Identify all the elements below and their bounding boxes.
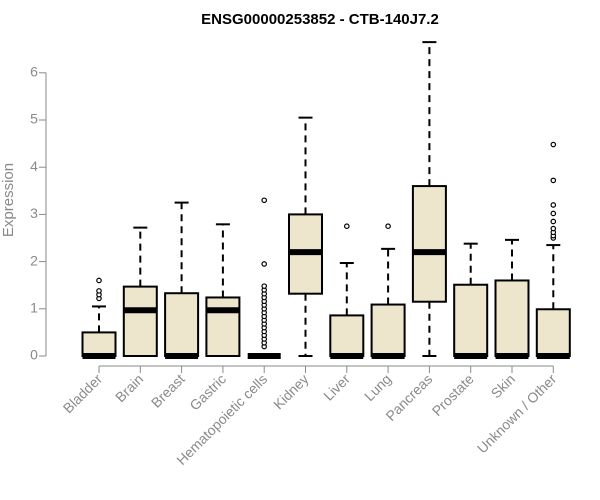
x-tick-label: Kidney (270, 371, 312, 413)
outlier-point (385, 223, 391, 230)
box-iqr (329, 314, 365, 357)
outlier-point (343, 223, 350, 230)
box-pancreas (411, 41, 447, 357)
outlier-point (550, 141, 557, 148)
x-tick-label: Prostate (429, 371, 477, 419)
x-tick-label: Liver (320, 371, 353, 404)
box-iqr (81, 331, 117, 357)
x-tick-label: Breast (148, 371, 188, 411)
box-lung (370, 223, 406, 359)
y-tick-label: 1 (30, 300, 38, 316)
chart-title: ENSG00000253852 - CTB-140J7.2 (201, 11, 439, 28)
box-skin (494, 238, 530, 359)
box-prostate (453, 242, 489, 359)
outlier-point (96, 288, 102, 294)
y-tick-label: 5 (30, 111, 38, 127)
y-tick-label: 2 (30, 252, 38, 268)
box-gastric (205, 223, 241, 357)
y-axis-label: Expression (0, 163, 17, 237)
boxes-layer (81, 41, 571, 359)
box-iqr (535, 308, 571, 358)
x-tick-label: Lung (361, 371, 394, 404)
box-iqr (411, 185, 447, 303)
box-liver (329, 223, 365, 359)
outlier-point (550, 210, 557, 217)
box-iqr (122, 285, 158, 357)
y-tick-label: 4 (30, 158, 38, 174)
y-tick-label: 3 (30, 205, 38, 221)
box-unknown-other (535, 141, 571, 359)
box-brain (122, 226, 158, 357)
box-hematopoietic-cells (247, 197, 281, 359)
outlier-point (261, 261, 268, 267)
outlier-point (550, 218, 557, 225)
y-tick-label: 0 (30, 347, 38, 363)
outlier-point (261, 197, 268, 204)
box-kidney (288, 116, 323, 357)
x-tick-label: Bladder (60, 371, 106, 417)
box-iqr (164, 292, 200, 357)
box-iqr (370, 303, 406, 357)
outlier-point (96, 277, 102, 284)
outlier-point (550, 177, 557, 184)
outlier-point (550, 202, 557, 208)
outlier-point (550, 225, 557, 232)
box-iqr (494, 279, 530, 358)
x-tick-label: Skin (488, 371, 519, 402)
y-axis: 0 1 2 3 4 5 6 (30, 64, 47, 363)
box-iqr (453, 283, 489, 357)
y-tick-label: 6 (30, 64, 38, 80)
box-breast (164, 201, 200, 359)
box-bladder (81, 277, 117, 359)
box-iqr (205, 296, 241, 357)
outlier-point (261, 283, 268, 289)
x-tick-label: Brain (112, 371, 146, 405)
